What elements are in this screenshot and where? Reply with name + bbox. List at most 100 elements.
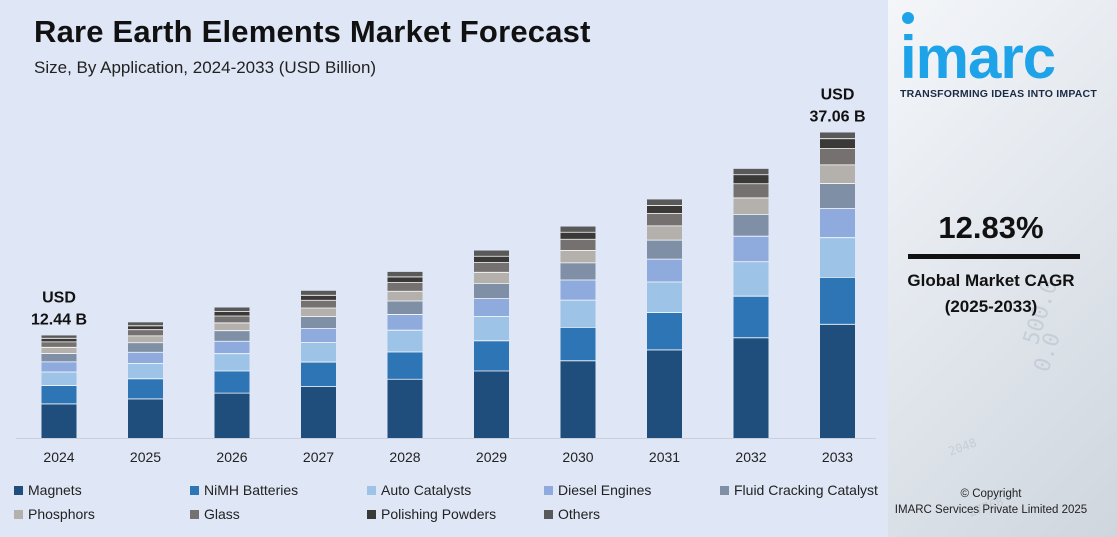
bar-segment-2032-nimh-batteries bbox=[733, 296, 769, 338]
bar-segment-2030-fluid-cracking-catalyst bbox=[560, 262, 596, 280]
bar-segment-2031-fluid-cracking-catalyst bbox=[647, 240, 682, 260]
bar-segment-2024-others bbox=[41, 335, 77, 339]
legend-item: Glass bbox=[190, 506, 240, 522]
cagr-label: Global Market CAGR (2025-2033) bbox=[888, 268, 1094, 320]
legend-label: Magnets bbox=[28, 482, 82, 498]
cagr-label-line1: Global Market CAGR bbox=[907, 271, 1075, 290]
bar-segment-2028-polishing-powders bbox=[387, 276, 423, 283]
total-annotation-2033: 37.06 B bbox=[809, 108, 865, 125]
stacked-bar-chart: 2024 2025 2026 2027 2028 2029 2030 2031 2032 2033… bbox=[16, 86, 876, 465]
chart-legend: Magnets NiMH Batteries Auto Catalysts Diese… bbox=[14, 482, 886, 532]
chart-title: Rare Earth Elements Market Forecast bbox=[34, 14, 591, 49]
legend-item: NiMH Batteries bbox=[190, 482, 298, 498]
bar-segment-2027-glass bbox=[301, 300, 336, 308]
legend-label: Diesel Engines bbox=[558, 482, 652, 498]
total-annotation-2024: 12.44 B bbox=[31, 311, 87, 328]
bar-segment-2027-diesel-engines bbox=[301, 328, 336, 343]
legend-swatch bbox=[14, 509, 23, 519]
bar-segment-2028-magnets bbox=[387, 379, 423, 438]
legend-item: Diesel Engines bbox=[544, 482, 651, 498]
bar-segment-2027-polishing-powders bbox=[301, 295, 336, 301]
bar-segment-2028-nimh-batteries bbox=[387, 352, 423, 380]
bar-segment-2028-auto-catalysts bbox=[387, 330, 423, 353]
bar-segment-2027-nimh-batteries bbox=[301, 362, 336, 387]
bar-segment-2025-diesel-engines bbox=[128, 352, 163, 364]
bar-segment-2030-polishing-powders bbox=[560, 232, 596, 240]
legend-swatch bbox=[367, 509, 376, 519]
bar-segment-2029-fluid-cracking-catalyst bbox=[474, 283, 509, 299]
legend-label: Auto Catalysts bbox=[381, 482, 472, 498]
bar-segment-2033-auto-catalysts bbox=[820, 237, 855, 278]
legend-swatch bbox=[720, 485, 729, 495]
legend-item: Phosphors bbox=[14, 506, 95, 522]
bar-segment-2028-glass bbox=[387, 282, 423, 292]
bar-segment-2030-auto-catalysts bbox=[560, 300, 596, 328]
bar-segment-2030-magnets bbox=[560, 360, 596, 438]
bar-segment-2025-nimh-batteries bbox=[128, 378, 163, 399]
bar-segment-2025-polishing-powders bbox=[128, 325, 163, 330]
bar-segment-2027-others bbox=[301, 290, 336, 296]
bar-segment-2033-polishing-powders bbox=[820, 138, 855, 149]
bar-segment-2030-phosphors bbox=[560, 250, 596, 263]
bar-segment-2032-polishing-powders bbox=[733, 174, 769, 184]
legend-swatch bbox=[190, 485, 199, 495]
bar-segment-2033-diesel-engines bbox=[820, 208, 855, 238]
legend-label: Glass bbox=[204, 506, 240, 522]
x-tick-label: 2027 bbox=[303, 449, 334, 465]
bar-segment-2030-others bbox=[560, 226, 596, 233]
x-tick-label: 2030 bbox=[562, 449, 593, 465]
logo-dot bbox=[902, 12, 914, 24]
bar-segment-2024-diesel-engines bbox=[41, 361, 77, 372]
bar-segment-2033-fluid-cracking-catalyst bbox=[820, 183, 855, 209]
chart-subtitle: Size, By Application, 2024-2033 (USD Bil… bbox=[34, 58, 377, 77]
x-tick-label: 2026 bbox=[216, 449, 247, 465]
bar-segment-2032-diesel-engines bbox=[733, 236, 769, 262]
legend-item: Auto Catalysts bbox=[367, 482, 471, 498]
copyright-line2: IMARC Services Private Limited 2025 bbox=[894, 504, 1088, 516]
copyright-line1: © Copyright bbox=[960, 488, 1022, 500]
bar-segment-2028-fluid-cracking-catalyst bbox=[387, 300, 423, 315]
bar-segment-2032-others bbox=[733, 168, 769, 175]
bar-segment-2024-fluid-cracking-catalyst bbox=[41, 353, 77, 362]
brand-panel: 500.0 0.0 2048 27768 imarc TRANSFORMING … bbox=[888, 0, 1117, 537]
legend-swatch bbox=[544, 485, 553, 495]
bar-segment-2029-polishing-powders bbox=[474, 256, 509, 263]
bar-segment-2025-magnets bbox=[128, 398, 163, 438]
bar-segment-2033-glass bbox=[820, 148, 855, 165]
bar-segment-2027-magnets bbox=[301, 386, 336, 438]
bar-segment-2029-diesel-engines bbox=[474, 298, 509, 317]
x-tick-label: 2033 bbox=[822, 449, 853, 465]
legend-item: Magnets bbox=[14, 482, 82, 498]
bar-segment-2028-diesel-engines bbox=[387, 314, 423, 331]
bar-segment-2024-magnets bbox=[41, 403, 77, 438]
cagr-label-line2: (2025-2033) bbox=[944, 297, 1038, 316]
legend-item: Polishing Powders bbox=[367, 506, 496, 522]
cagr-value: 12.83% bbox=[938, 210, 1044, 245]
bar-segment-2026-glass bbox=[214, 315, 250, 323]
bar-segment-2030-nimh-batteries bbox=[560, 327, 596, 361]
x-tick-label: 2028 bbox=[389, 449, 420, 465]
bar-segment-2033-phosphors bbox=[820, 164, 855, 184]
bar-segment-2028-phosphors bbox=[387, 291, 423, 301]
bar-segment-2027-phosphors bbox=[301, 307, 336, 317]
bar-segment-2024-phosphors bbox=[41, 347, 77, 354]
legend-swatch bbox=[367, 485, 376, 495]
x-tick-label: 2029 bbox=[476, 449, 507, 465]
total-annotation-2033: USD bbox=[821, 86, 855, 103]
bar-segment-2031-glass bbox=[647, 213, 682, 226]
bar-segment-2025-phosphors bbox=[128, 335, 163, 343]
bar-segment-2032-auto-catalysts bbox=[733, 261, 769, 297]
legend-label: Fluid Cracking Catalyst bbox=[734, 482, 878, 498]
bar-segment-2025-glass bbox=[128, 329, 163, 336]
chart-panel: Rare Earth Elements Market Forecast Size… bbox=[0, 0, 888, 537]
bar-segment-2026-auto-catalysts bbox=[214, 353, 250, 371]
bar-segment-2032-fluid-cracking-catalyst bbox=[733, 214, 769, 237]
total-annotation-2024: USD bbox=[42, 289, 76, 306]
decorative-background-numbers: 2048 bbox=[946, 435, 979, 459]
bar-segment-2031-phosphors bbox=[647, 225, 682, 241]
bar-segment-2031-polishing-powders bbox=[647, 205, 682, 214]
bar-segment-2031-diesel-engines bbox=[647, 259, 682, 283]
brand-tagline: TRANSFORMING IDEAS INTO IMPACT bbox=[900, 88, 1097, 100]
bar-segment-2031-magnets bbox=[647, 349, 682, 438]
bar-segment-2026-fluid-cracking-catalyst bbox=[214, 330, 250, 342]
